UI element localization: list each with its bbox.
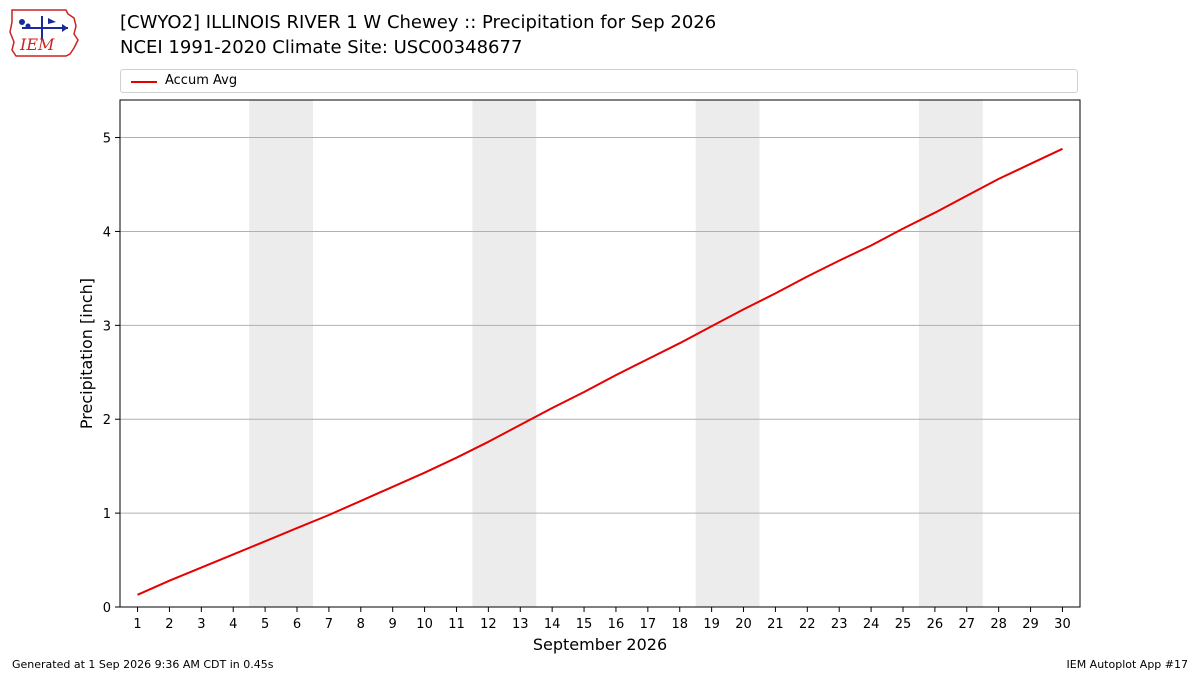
x-tick-label-13: 13 [512,617,529,632]
series-layer [137,147,1063,596]
series-line-accum-avg [137,147,1063,596]
x-tick-label-27: 27 [959,617,976,632]
weekend-band-1 [249,100,313,607]
x-axis-ticks: 1 2 3 4 5 6 7 8 9 10 11 12 13 14 15 16 17 18 19 20 21 22 23 24 2… [133,607,1071,632]
y-tick-label-1: 1 [103,507,111,522]
grid-lines [120,137,1080,514]
legend-swatch-accum-avg [131,81,157,83]
weekend-band-4 [918,100,983,607]
x-axis-label: September 2026 [533,635,667,654]
x-tick-label-1: 1 [133,617,141,632]
x-tick-label-24: 24 [863,617,880,632]
y-tick-label-3: 3 [103,319,111,334]
x-tick-label-18: 18 [671,617,688,632]
footer-app: IEM Autoplot App #17 [1066,658,1189,671]
y-tick-label-4: 4 [103,225,111,240]
weekend-band-2 [472,100,537,607]
chart-subtitle: NCEI 1991-2020 Climate Site: USC00348677 [120,37,523,58]
weekend-bands [249,100,983,607]
x-tick-label-2: 2 [165,617,173,632]
x-tick-label-19: 19 [703,617,720,632]
x-tick-label-22: 22 [799,617,816,632]
x-tick-label-23: 23 [831,617,848,632]
footer-generated: Generated at 1 Sep 2026 9:36 AM CDT in 0… [12,658,274,671]
x-tick-label-17: 17 [640,617,657,632]
x-tick-label-4: 4 [229,617,237,632]
x-tick-label-25: 25 [895,617,912,632]
x-tick-label-11: 11 [448,617,465,632]
iem-logo-icon: IEM [9,9,79,57]
x-tick-label-5: 5 [261,617,269,632]
iem-logo: IEM [8,6,82,60]
x-tick-label-15: 15 [576,617,593,632]
y-axis-label: Precipitation [inch] [77,278,96,429]
y-tick-label-5: 5 [103,132,111,147]
x-tick-label-26: 26 [927,617,944,632]
x-tick-label-6: 6 [293,617,301,632]
x-tick-label-7: 7 [325,617,333,632]
x-tick-label-28: 28 [990,617,1007,632]
logo-text: IEM [19,35,55,54]
plot-frame [119,99,1081,608]
weekend-band-3 [695,100,760,607]
y-tick-label-0: 0 [103,601,111,616]
x-tick-label-16: 16 [608,617,625,632]
x-tick-label-29: 29 [1022,617,1039,632]
x-tick-label-21: 21 [767,617,784,632]
legend: Accum Avg [120,69,1078,93]
y-tick-label-2: 2 [103,413,111,428]
x-tick-label-10: 10 [416,617,433,632]
x-tick-label-8: 8 [357,617,365,632]
chart-title: [CWYO2] ILLINOIS RIVER 1 W Chewey :: Pre… [120,12,717,33]
x-tick-label-30: 30 [1054,617,1071,632]
x-tick-label-20: 20 [735,617,752,632]
x-tick-label-14: 14 [544,617,561,632]
x-tick-label-9: 9 [389,617,397,632]
x-tick-label-3: 3 [197,617,205,632]
x-tick-label-12: 12 [480,617,497,632]
y-axis-ticks: 0 1 2 3 4 5 [103,132,120,616]
legend-label-accum-avg: Accum Avg [165,73,238,88]
